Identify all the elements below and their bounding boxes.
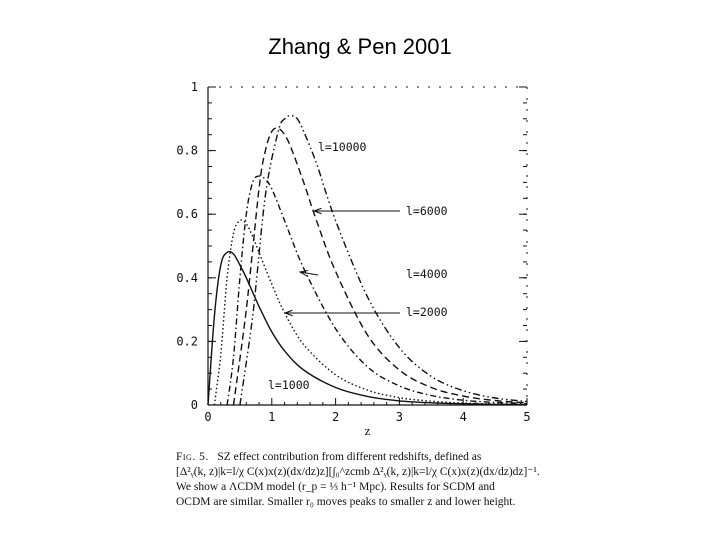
annotation-label-l-6000: l=6000: [406, 204, 448, 218]
series-line-l-4000: [226, 175, 528, 406]
y-tick-label: 1: [191, 80, 198, 94]
annotation-arrow-head: [283, 309, 293, 317]
caption-line-3: We show a ΛCDM model (r_p = ⅓ h⁻¹ Mpc). …: [176, 481, 495, 493]
annotation-arrow-head: [298, 270, 308, 277]
y-tick-label: 0.4: [176, 271, 198, 285]
caption-line-1: Fig. 5. SZ effect contribution from diff…: [176, 450, 566, 465]
x-tick-label: 4: [460, 410, 467, 424]
annotation-arrow-line: [299, 271, 319, 276]
annotation-arrow-head: [312, 207, 322, 215]
x-tick-label: 3: [396, 410, 403, 424]
caption-fig-label: Fig. 5.: [176, 451, 209, 463]
y-tick-label: 0.2: [176, 334, 198, 348]
figure-caption: Fig. 5. SZ effect contribution from diff…: [176, 450, 566, 510]
caption-text-1: SZ effect contribution from different re…: [217, 451, 482, 463]
slide-title: Zhang & Pen 2001: [268, 34, 452, 59]
series-line-l-6000: [232, 127, 528, 406]
y-tick-label: 0: [191, 398, 198, 412]
annotation-label-l-10000: l=10000: [318, 140, 367, 154]
annotation-label-l-2000: l=2000: [406, 305, 448, 319]
caption-line-2: [Δ²ᵧ(k, z)|k=l/χ C(x)x(z)(dx/dz)z][∫₀^zc…: [176, 466, 540, 478]
annotation-label-l-1000: l=1000: [268, 378, 310, 392]
x-tick-label: 5: [523, 410, 530, 424]
series-line-l-10000: [239, 114, 528, 406]
y-tick-label: 0.6: [176, 207, 198, 221]
x-tick-label: 2: [332, 410, 339, 424]
x-tick-label: 1: [268, 410, 275, 424]
series-line-l-1000: [207, 250, 528, 406]
caption-line-4: OCDM are similar. Smaller r₀ moves peaks…: [176, 496, 516, 508]
y-tick-label: 0.8: [176, 144, 198, 158]
x-tick-label: 0: [204, 410, 211, 424]
x-axis-label: z: [365, 423, 371, 438]
annotation-label-l-4000: l=4000: [406, 267, 448, 281]
